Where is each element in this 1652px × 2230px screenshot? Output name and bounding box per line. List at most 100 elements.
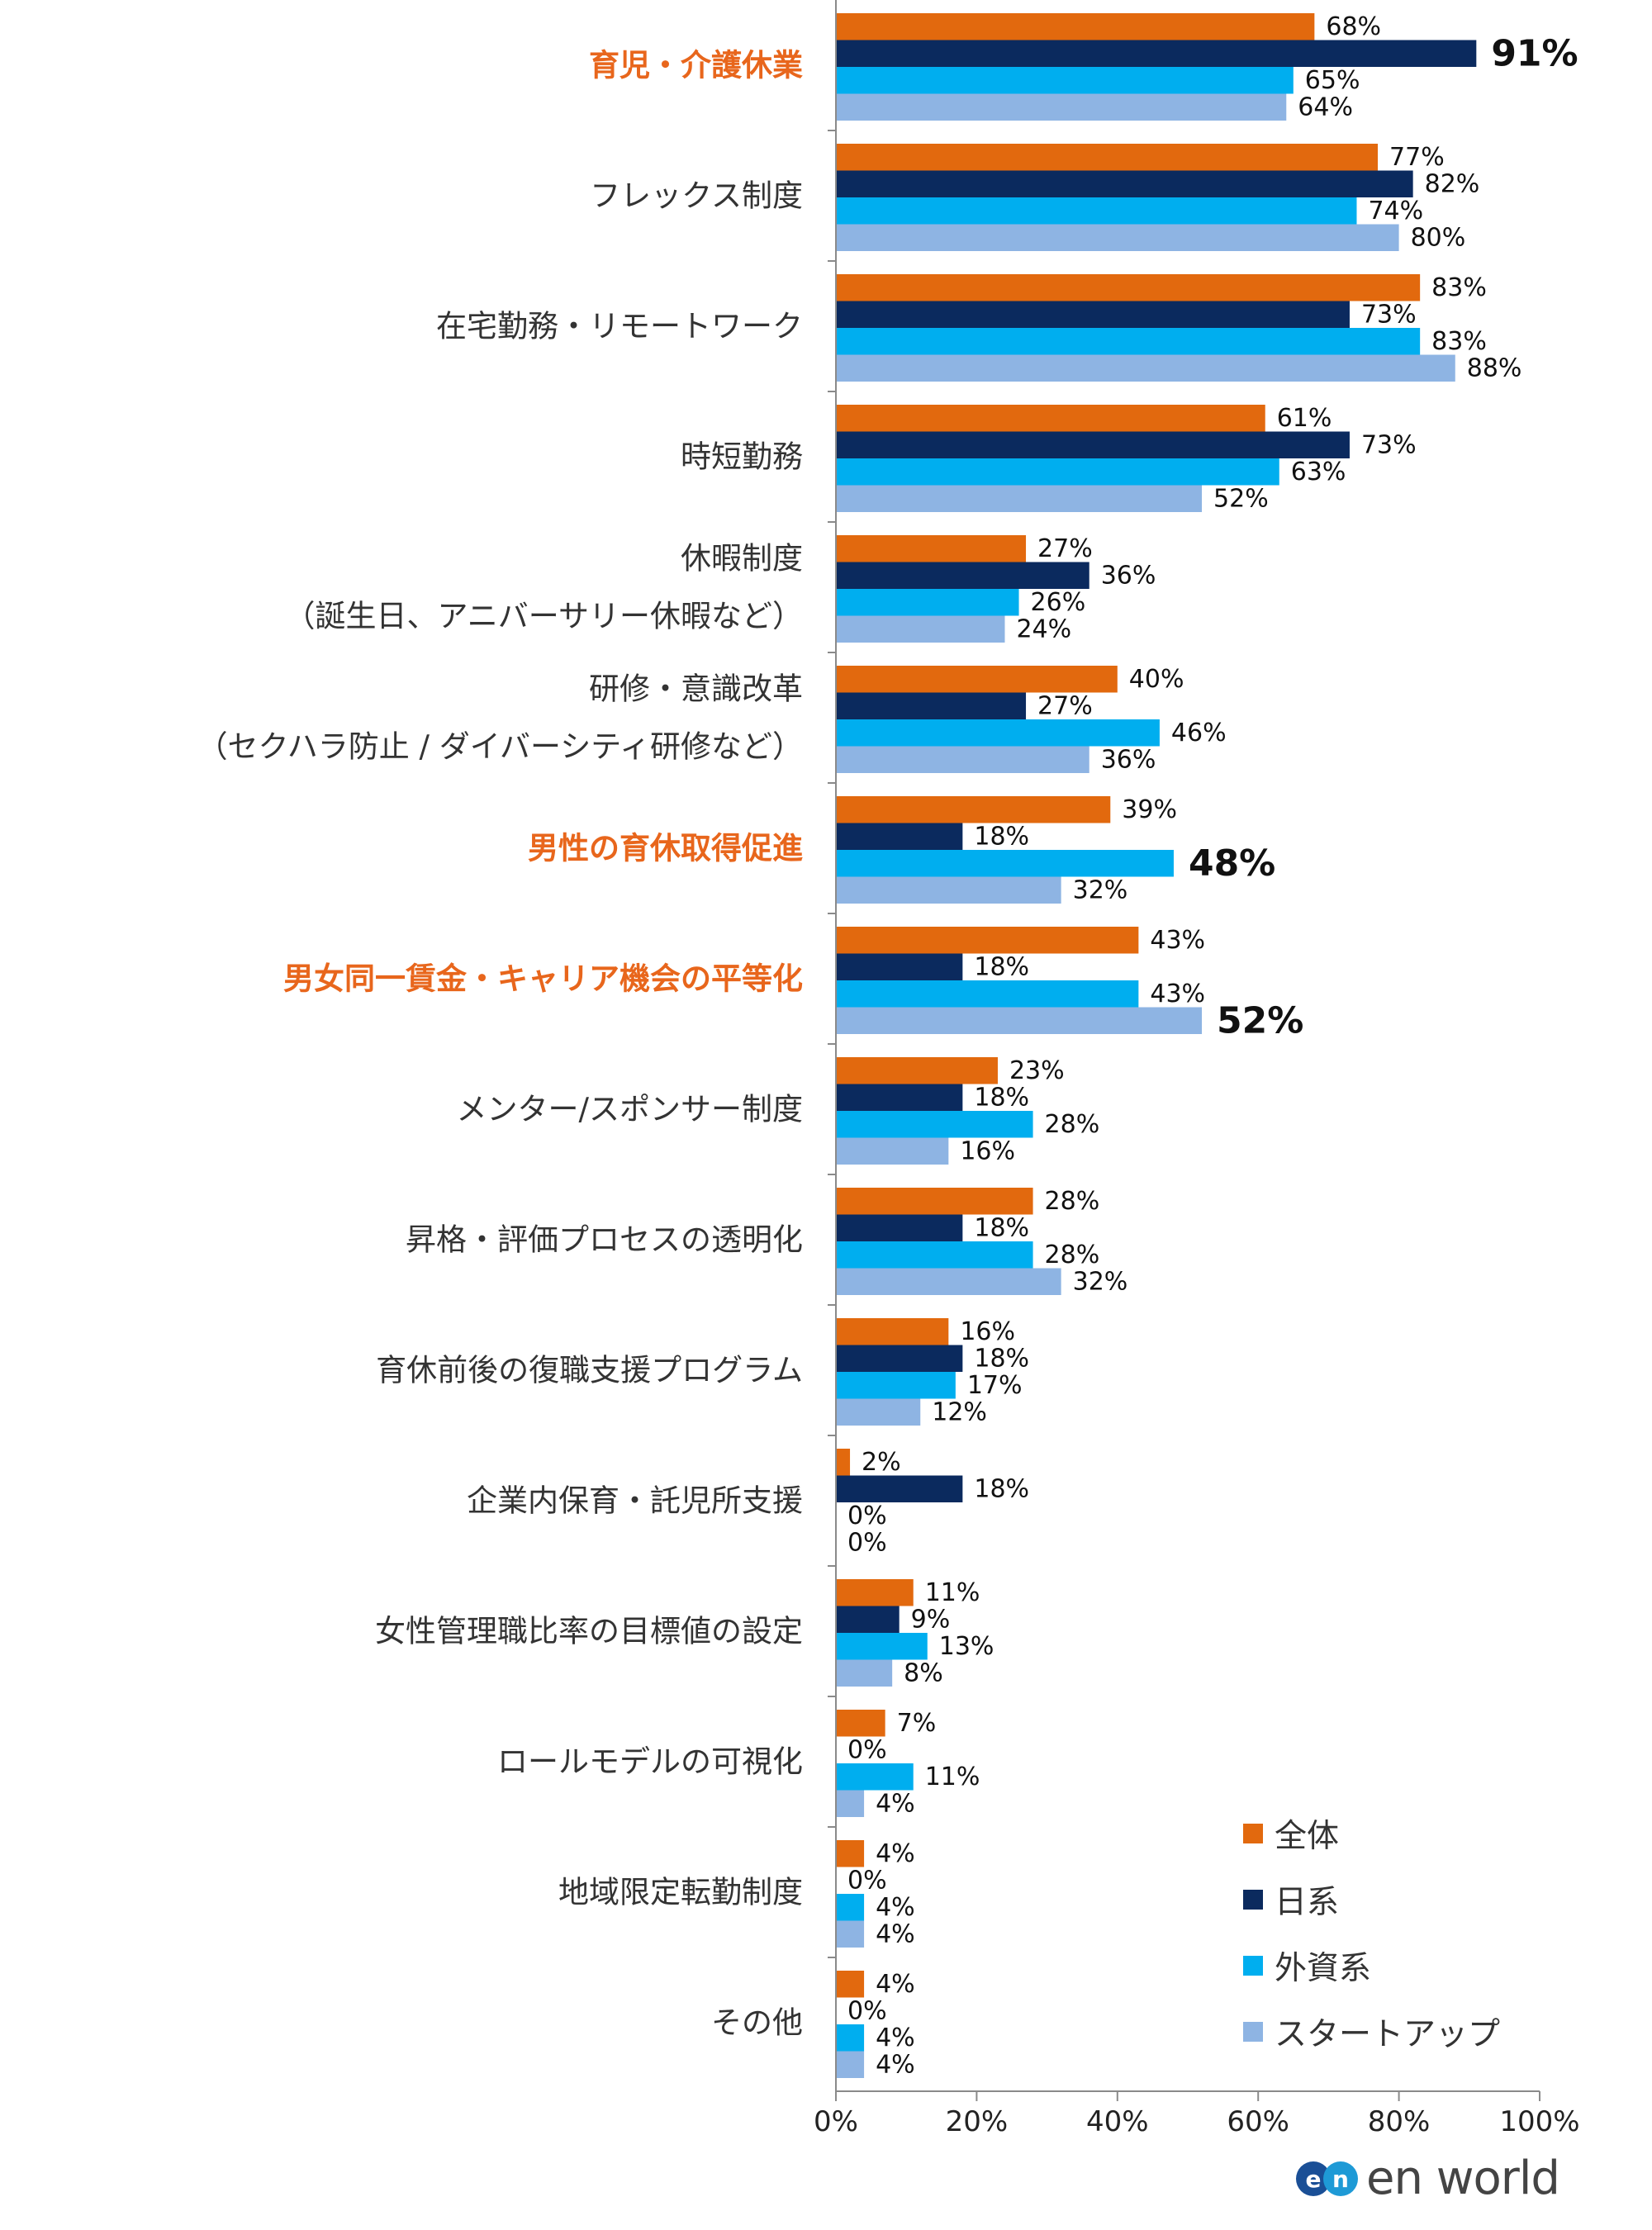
value-label-15-1: 0% (847, 1996, 887, 2025)
bar-9-3 (836, 1268, 1061, 1295)
value-label-5-0: 40% (1129, 665, 1184, 694)
value-label-8-1: 18% (974, 1083, 1029, 1112)
bar-10-1 (836, 1345, 963, 1372)
bar-0-0 (836, 13, 1315, 40)
category-label-2: 在宅勤務・リモートワーク (436, 309, 803, 344)
value-label-10-2: 17% (967, 1371, 1023, 1400)
category-label-7: 男女同一賃金・キャリア機会の平等化 (283, 961, 803, 997)
value-label-11-3: 0% (847, 1528, 887, 1557)
value-label-9-3: 32% (1073, 1267, 1128, 1296)
legend-label-japanese: 日系 (1275, 1884, 1340, 1921)
bar-14-2 (836, 1894, 865, 1921)
bar-2-0 (836, 274, 1421, 301)
value-label-0-1: 91% (1491, 32, 1578, 74)
bar-3-3 (836, 485, 1203, 512)
value-label-14-2: 4% (876, 1893, 915, 1922)
value-label-4-0: 27% (1037, 534, 1093, 563)
category-label-4-line-0: 休暇制度 (681, 541, 803, 576)
bars-group (836, 13, 1477, 2078)
value-label-13-2: 11% (925, 1763, 980, 1791)
bar-14-0 (836, 1840, 865, 1867)
value-label-12-3: 8% (904, 1658, 943, 1687)
category-label-5-line-0: 研修・意識改革 (589, 671, 803, 707)
category-label-0: 育児・介護休業 (589, 48, 803, 83)
value-label-2-1: 73% (1361, 300, 1417, 329)
en-logo-icon: e n (1296, 2161, 1358, 2196)
value-label-13-1: 0% (847, 1735, 887, 1764)
bar-3-1 (836, 431, 1350, 458)
legend-item-foreign: 外資系 (1243, 1933, 1500, 1999)
bar-10-0 (836, 1318, 949, 1345)
value-label-8-2: 28% (1045, 1110, 1100, 1139)
value-label-13-0: 7% (897, 1709, 937, 1738)
legend-item-japanese: 日系 (1243, 1867, 1500, 1933)
value-label-11-2: 0% (847, 1502, 887, 1530)
bar-7-1 (836, 953, 963, 980)
value-label-11-0: 2% (862, 1448, 901, 1477)
bar-6-1 (836, 823, 963, 850)
value-label-3-2: 63% (1291, 458, 1346, 486)
legend-swatch-startup (1243, 2022, 1263, 2042)
bar-1-2 (836, 197, 1357, 225)
bar-8-2 (836, 1111, 1033, 1138)
bar-11-1 (836, 1475, 963, 1502)
value-label-10-0: 16% (960, 1317, 1015, 1346)
value-label-3-3: 52% (1213, 484, 1269, 513)
bar-8-3 (836, 1137, 949, 1165)
value-label-15-3: 4% (876, 2050, 915, 2079)
category-label-10: 育休前後の復職支援プログラム (376, 1353, 803, 1388)
category-label-8: メンター/スポンサー制度 (457, 1092, 803, 1127)
value-label-12-1: 9% (911, 1605, 951, 1634)
x-tick-label-1: 20% (946, 2105, 1009, 2138)
value-label-8-0: 23% (1009, 1056, 1065, 1085)
bar-15-0 (836, 1971, 865, 1998)
value-label-1-2: 74% (1368, 197, 1423, 225)
axes-group: 0% 20% 40% 60% 80% 100% (814, 0, 1580, 2138)
legend-label-foreign: 外資系 (1275, 1950, 1372, 1987)
bar-6-0 (836, 796, 1111, 823)
bar-10-2 (836, 1372, 956, 1399)
x-tick-label-4: 80% (1368, 2105, 1431, 2138)
value-label-9-2: 28% (1045, 1241, 1100, 1269)
legend: 全体 日系 外資系 スタートアップ (1243, 1801, 1500, 2065)
value-label-3-1: 73% (1361, 430, 1417, 459)
bar-3-0 (836, 405, 1265, 432)
bar-5-1 (836, 692, 1027, 719)
bar-4-2 (836, 589, 1019, 616)
legend-item-startup: スタートアップ (1243, 1999, 1500, 2065)
bar-12-3 (836, 1659, 893, 1687)
bar-2-1 (836, 301, 1350, 328)
value-label-2-0: 83% (1431, 273, 1487, 302)
value-label-13-3: 4% (876, 1789, 915, 1818)
value-labels-group: 68%91%65%64%77%82%74%80%83%73%83%88%61%7… (847, 12, 1578, 2080)
value-label-5-2: 46% (1171, 719, 1227, 747)
value-label-7-0: 43% (1150, 926, 1205, 955)
bar-9-0 (836, 1188, 1033, 1215)
value-label-9-0: 28% (1045, 1187, 1100, 1216)
bar-0-1 (836, 40, 1477, 67)
bar-12-0 (836, 1579, 914, 1606)
bar-11-0 (836, 1449, 851, 1476)
value-label-2-2: 83% (1431, 327, 1487, 356)
value-label-0-2: 65% (1305, 66, 1360, 95)
svg-text:e: e (1306, 2166, 1322, 2193)
category-label-6: 男性の育休取得促進 (528, 831, 803, 866)
value-label-4-2: 26% (1031, 588, 1086, 617)
bar-8-1 (836, 1084, 963, 1111)
value-label-12-2: 13% (939, 1632, 995, 1661)
legend-label-startup: スタートアップ (1275, 2016, 1501, 2053)
category-label-5-line-1: （セクハラ防止 / ダイバーシティ研修など） (197, 729, 803, 765)
value-label-5-3: 36% (1101, 745, 1156, 774)
value-label-4-3: 24% (1016, 614, 1071, 643)
bar-4-3 (836, 615, 1005, 643)
category-label-13: ロールモデルの可視化 (497, 1744, 803, 1780)
bar-1-0 (836, 144, 1379, 171)
bar-15-2 (836, 2024, 865, 2052)
bar-12-2 (836, 1633, 928, 1660)
value-label-8-3: 16% (960, 1136, 1015, 1165)
bar-5-0 (836, 666, 1118, 693)
bar-1-3 (836, 224, 1399, 251)
value-label-1-3: 80% (1411, 223, 1466, 252)
